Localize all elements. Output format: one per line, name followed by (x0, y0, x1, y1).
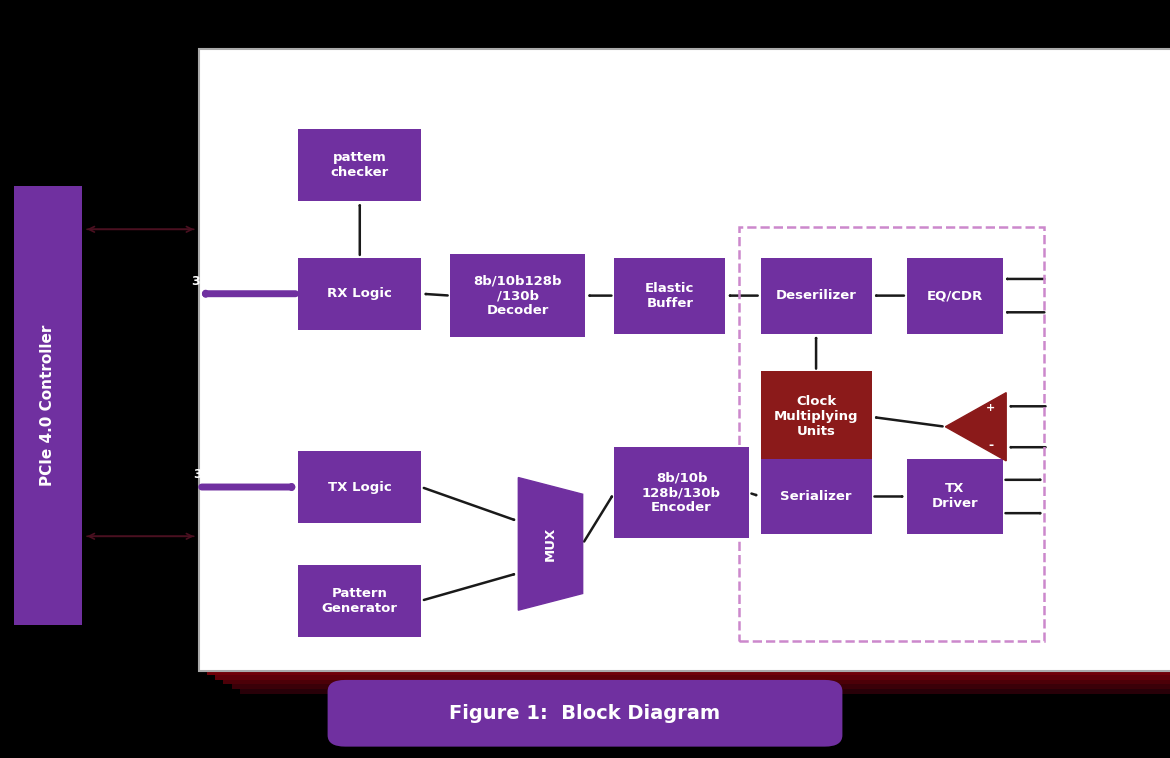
Text: -: - (989, 439, 993, 452)
Bar (215, 58, 1170, 680)
Text: Elastic
Buffer: Elastic Buffer (645, 282, 695, 309)
Text: MUX: MUX (544, 527, 557, 561)
Bar (614, 447, 749, 538)
Bar (760, 258, 872, 334)
Bar (298, 565, 421, 637)
FancyBboxPatch shape (328, 680, 842, 747)
Text: EQ/CDR: EQ/CDR (927, 289, 983, 302)
Text: 8b/10b
128b/130b
Encoder: 8b/10b 128b/130b Encoder (642, 471, 721, 514)
Text: PCIe 4.0 Controller: PCIe 4.0 Controller (41, 325, 55, 486)
Text: REFCLKP: REFCLKP (1052, 399, 1119, 413)
Text: RXDM: RXDM (1051, 305, 1095, 319)
Bar (199, 49, 1170, 671)
Bar (232, 67, 1170, 689)
Bar (739, 227, 1044, 641)
Bar (223, 63, 1170, 684)
Text: Serializer: Serializer (780, 490, 852, 503)
Text: TX
Driver: TX Driver (931, 483, 978, 510)
Bar (760, 371, 872, 462)
Text: Clock
Multiplying
Units: Clock Multiplying Units (773, 396, 859, 438)
Bar (207, 54, 1170, 675)
Bar (614, 258, 725, 334)
Bar (298, 451, 421, 523)
Text: REFCLKM: REFCLKM (1052, 440, 1122, 454)
Text: 32 bit @500MHz: 32 bit @500MHz (192, 274, 305, 288)
Bar (240, 72, 1170, 694)
Polygon shape (518, 478, 583, 610)
Text: RX Logic: RX Logic (328, 287, 392, 300)
Bar (14, 186, 82, 625)
Text: TXDP: TXDP (1047, 473, 1087, 487)
Bar (298, 129, 421, 201)
Text: Deserilizer: Deserilizer (776, 289, 856, 302)
Bar (298, 258, 421, 330)
Text: 32bit @500MHz: 32bit @500MHz (194, 468, 303, 481)
Text: +: + (986, 403, 996, 413)
Bar (450, 254, 585, 337)
Text: TX Logic: TX Logic (328, 481, 392, 493)
Bar (907, 459, 1003, 534)
Bar (907, 258, 1003, 334)
Text: pattem
checker: pattem checker (331, 151, 388, 179)
Bar (199, 49, 1170, 671)
Bar (760, 459, 872, 534)
Text: TXDM: TXDM (1047, 506, 1090, 520)
Polygon shape (945, 393, 1006, 461)
Text: 8b/10b128b
/130b
Decoder: 8b/10b128b /130b Decoder (474, 274, 562, 317)
Text: Figure 1:  Block Diagram: Figure 1: Block Diagram (449, 703, 721, 723)
Text: RXDP: RXDP (1051, 272, 1092, 286)
Text: Pattern
Generator: Pattern Generator (322, 587, 398, 615)
